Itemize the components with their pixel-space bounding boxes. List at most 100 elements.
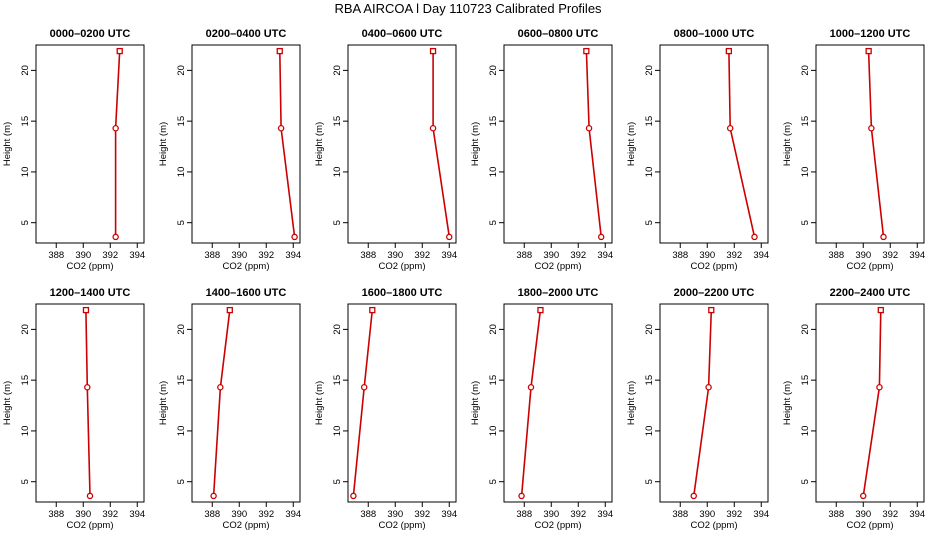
x-tick-label: 388 <box>204 509 220 520</box>
x-tick-label: 392 <box>570 250 586 261</box>
x-tick-label: 392 <box>258 250 274 261</box>
x-tick-label: 388 <box>204 250 220 261</box>
x-tick-label: 390 <box>855 509 871 520</box>
panel-12: 2200–2400 UTC 388 390 392 394 5 10 15 20 CO2 (ppm… <box>782 287 925 531</box>
x-tick-label: 390 <box>387 509 403 520</box>
x-axis-label: CO2 (ppm) <box>535 520 582 531</box>
x-tick-label: 388 <box>48 509 64 520</box>
x-axis-label: CO2 (ppm) <box>691 520 738 531</box>
series-line <box>728 51 756 238</box>
y-tick-label: 15 <box>488 116 499 127</box>
data-point <box>84 384 91 391</box>
x-tick-label: 388 <box>672 250 688 261</box>
panel-title: 1200–1400 UTC <box>50 287 131 299</box>
y-tick-label: 15 <box>332 375 343 386</box>
plot-frame <box>659 44 769 244</box>
x-tick-label: 394 <box>597 250 613 261</box>
series-line <box>212 310 231 496</box>
plot-frame <box>191 44 301 244</box>
y-axis-label: Height (m) <box>2 122 13 166</box>
y-tick-label: 15 <box>644 116 655 127</box>
panel-title: 0000–0200 UTC <box>50 28 131 40</box>
x-tick-label: 394 <box>441 250 457 261</box>
x-tick-label: 390 <box>543 509 559 520</box>
panel-8: 1400–1600 UTC 388 390 392 394 5 10 15 20 CO2 (ppm… <box>158 287 301 531</box>
panel-title: 0400–0600 UTC <box>362 28 443 40</box>
y-axis-label: Height (m) <box>782 381 793 425</box>
x-tick-label: 390 <box>855 250 871 261</box>
y-tick-label: 5 <box>644 479 655 484</box>
x-tick-label: 394 <box>285 509 301 520</box>
panel-title: 2000–2200 UTC <box>674 287 755 299</box>
y-tick-label: 5 <box>644 220 655 225</box>
y-tick-label: 20 <box>644 65 655 76</box>
data-point <box>116 47 123 55</box>
x-tick-label: 392 <box>726 509 742 520</box>
series-line <box>867 51 885 237</box>
x-tick-label: 392 <box>102 509 118 520</box>
plot-frame <box>503 303 613 503</box>
data-point <box>210 492 217 500</box>
x-tick-label: 392 <box>726 250 742 261</box>
x-tick-label: 392 <box>414 509 430 520</box>
x-tick-label: 390 <box>543 250 559 261</box>
panel-5: 0800–1000 UTC 388 390 392 394 5 10 15 20 CO2 (ppm… <box>626 28 769 272</box>
y-axis-label: Height (m) <box>626 381 637 425</box>
y-axis-label: Height (m) <box>2 381 13 425</box>
data-point <box>112 233 119 241</box>
x-tick-label: 388 <box>48 250 64 261</box>
x-tick-label: 390 <box>699 509 715 520</box>
y-tick-label: 10 <box>644 167 655 178</box>
panel-10: 1800–2000 UTC 388 390 392 394 5 10 15 20 CO2 (ppm… <box>470 287 613 531</box>
series-line <box>693 310 713 497</box>
y-tick-label: 10 <box>176 426 187 437</box>
data-point <box>350 492 357 500</box>
data-point <box>86 492 94 500</box>
y-tick-label: 20 <box>488 65 499 76</box>
panel-title: 2200–2400 UTC <box>830 287 911 299</box>
x-tick-label: 394 <box>753 509 769 520</box>
y-tick-label: 10 <box>800 426 811 437</box>
x-tick-label: 394 <box>909 250 925 261</box>
y-tick-label: 15 <box>20 375 31 386</box>
x-axis-label: CO2 (ppm) <box>691 261 738 272</box>
y-tick-label: 15 <box>488 375 499 386</box>
x-tick-label: 390 <box>75 509 91 520</box>
x-axis-label: CO2 (ppm) <box>379 520 426 531</box>
panel-title: 1400–1600 UTC <box>206 287 287 299</box>
panel-title: 0200–0400 UTC <box>206 28 287 40</box>
panel-3: 0400–0600 UTC 388 390 392 394 5 10 15 20 CO2 (ppm… <box>314 28 457 272</box>
panel-9: 1600–1800 UTC 388 390 392 394 5 10 15 20 CO2 (ppm… <box>314 287 457 531</box>
panel-7: 1200–1400 UTC 388 390 392 394 5 10 15 20 CO2 (ppm… <box>2 287 145 531</box>
x-tick-label: 388 <box>828 509 844 520</box>
y-tick-label: 5 <box>176 220 187 225</box>
y-tick-label: 5 <box>332 220 343 225</box>
y-axis-label: Height (m) <box>470 122 481 166</box>
plot-frame <box>35 303 145 503</box>
y-tick-label: 15 <box>800 116 811 127</box>
x-tick-label: 392 <box>258 509 274 520</box>
data-point <box>860 492 867 500</box>
y-tick-label: 20 <box>332 324 343 335</box>
data-point <box>537 306 544 314</box>
x-tick-label: 390 <box>231 509 247 520</box>
x-tick-label: 394 <box>597 509 613 520</box>
y-tick-label: 20 <box>176 65 187 76</box>
panel-4: 0600–0800 UTC 388 390 392 394 5 10 15 20 CO2 (ppm… <box>470 28 613 272</box>
y-tick-label: 5 <box>20 479 31 484</box>
x-tick-label: 394 <box>909 509 925 520</box>
panel-11: 2000–2200 UTC 388 390 392 394 5 10 15 20 CO2 (ppm… <box>626 287 769 531</box>
y-tick-label: 10 <box>800 167 811 178</box>
panels-grid: 0000–0200 UTC 388 390 392 394 5 10 15 20 CO2 (ppm… <box>2 28 925 531</box>
panel-title: 0800–1000 UTC <box>674 28 755 40</box>
series-line <box>114 51 121 237</box>
x-tick-label: 394 <box>753 250 769 261</box>
x-axis-label: CO2 (ppm) <box>379 261 426 272</box>
y-tick-label: 15 <box>800 375 811 386</box>
data-point <box>877 306 884 314</box>
data-point <box>726 125 734 132</box>
x-tick-label: 392 <box>102 250 118 261</box>
y-tick-label: 20 <box>800 65 811 76</box>
plot-frame <box>35 44 145 244</box>
